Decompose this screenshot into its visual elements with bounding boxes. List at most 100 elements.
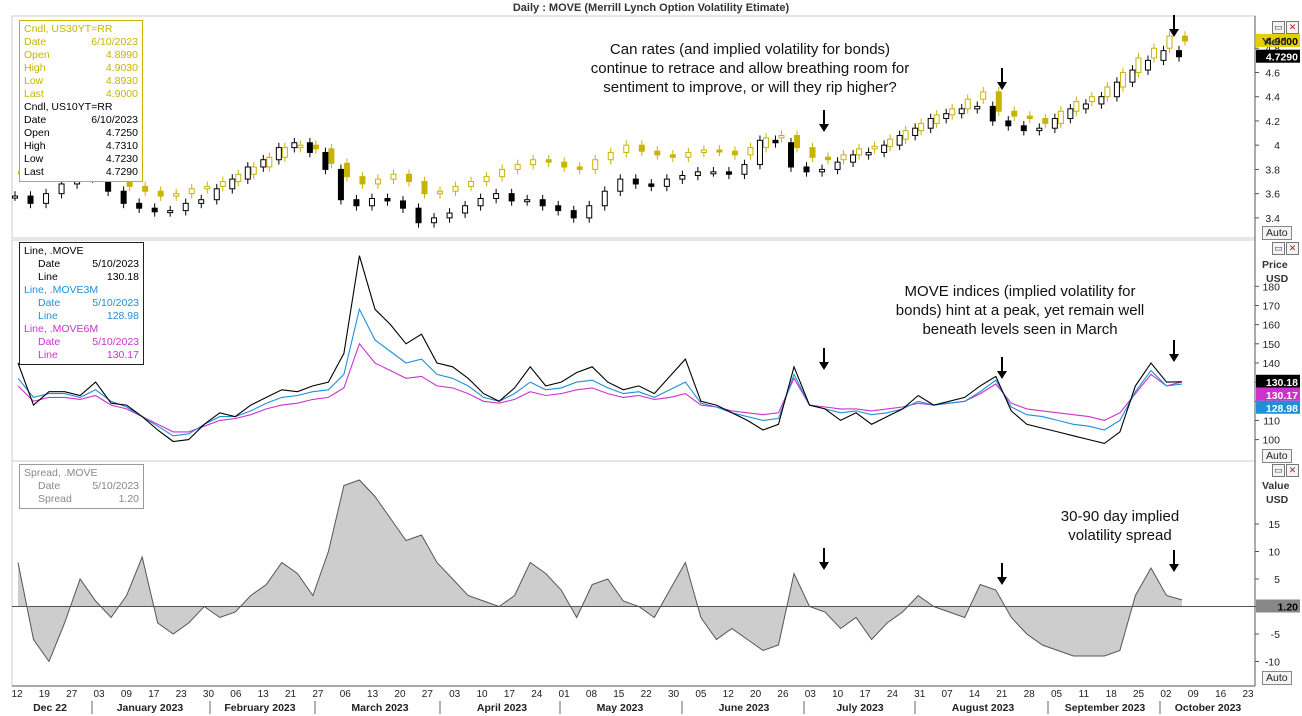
candle-body bbox=[586, 205, 593, 219]
candle-body bbox=[601, 190, 608, 207]
candle-body bbox=[415, 207, 422, 224]
y-tick-label: 170 bbox=[1262, 300, 1280, 312]
legend-label: Open bbox=[24, 49, 50, 61]
candle-body bbox=[856, 148, 863, 156]
candle-body bbox=[266, 156, 273, 168]
last-value-box bbox=[1256, 387, 1300, 401]
y-tick-label: 110 bbox=[1263, 415, 1280, 427]
x-tick-label: 08 bbox=[586, 689, 598, 700]
candle-body bbox=[731, 150, 738, 156]
candle-body bbox=[1176, 50, 1182, 58]
panel3-close-icon[interactable]: ✕ bbox=[1286, 464, 1299, 477]
candle-body bbox=[772, 139, 779, 144]
legend-value: 5/10/2023 bbox=[92, 480, 139, 492]
x-tick-label: 03 bbox=[449, 689, 461, 700]
candle-body bbox=[1150, 47, 1157, 59]
event-arrowhead bbox=[997, 371, 1007, 379]
event-arrowhead bbox=[997, 577, 1007, 585]
x-tick-label: 05 bbox=[695, 689, 707, 700]
chart-title: Daily : MOVE (Merrill Lynch Option Volat… bbox=[512, 2, 790, 14]
candle-body bbox=[374, 178, 381, 185]
candle-body bbox=[446, 212, 453, 219]
panel2-close-icon[interactable]: ✕ bbox=[1286, 242, 1299, 255]
legend-value: 4.7290 bbox=[105, 166, 138, 178]
spread-area bbox=[18, 480, 1182, 662]
x-tick-label: 09 bbox=[1188, 689, 1200, 700]
x-tick-label: 17 bbox=[504, 689, 516, 700]
candle-body bbox=[803, 166, 810, 173]
month-label: September 2023 bbox=[1065, 702, 1146, 714]
panel3-restore-icon[interactable]: ▭ bbox=[1272, 464, 1285, 477]
legend-label: Last bbox=[24, 166, 44, 178]
panel3-auto-button[interactable]: Auto bbox=[1262, 671, 1292, 685]
candle-body bbox=[198, 199, 205, 204]
candle-body bbox=[250, 166, 257, 175]
legend-row: Line 128.98 bbox=[24, 310, 139, 323]
legend-row: Date 5/10/2023 bbox=[24, 336, 139, 349]
panel2-restore-icon[interactable]: ▭ bbox=[1272, 242, 1285, 255]
annotation-move: MOVE indices (implied volatility for bon… bbox=[895, 283, 1145, 338]
candle-body bbox=[524, 199, 531, 203]
month-label: January 2023 bbox=[117, 702, 184, 714]
series-line-move bbox=[17, 255, 1183, 444]
candle-body bbox=[685, 151, 692, 158]
x-tick-label: 15 bbox=[613, 689, 625, 700]
month-label: June 2023 bbox=[719, 702, 770, 714]
candle-body bbox=[995, 91, 1002, 112]
candle-body bbox=[157, 190, 164, 197]
x-tick-label: 01 bbox=[559, 689, 571, 700]
candle-body bbox=[871, 145, 878, 150]
legend-spread: Spread, .MOVE Date 5/10/2023 Spread 1.20 bbox=[19, 464, 144, 509]
candle-body bbox=[514, 164, 521, 170]
candle-body bbox=[561, 161, 568, 168]
legend-label: Cndl, US30YT=RR bbox=[24, 23, 113, 35]
candle-body bbox=[896, 134, 903, 146]
legend-label: Date bbox=[24, 36, 47, 48]
candle-body bbox=[219, 181, 226, 187]
legend-row: Date 5/10/2023 bbox=[24, 480, 139, 493]
candle-body bbox=[384, 197, 391, 202]
last-value-box bbox=[1256, 374, 1300, 388]
legend-label: Line bbox=[38, 271, 58, 283]
legend-label: Open bbox=[24, 127, 50, 139]
y-tick-label: 3.4 bbox=[1265, 213, 1280, 225]
x-tick-label: 20 bbox=[394, 689, 406, 700]
candle-body bbox=[788, 142, 794, 168]
axis-title-yield: Yield bbox=[1262, 36, 1287, 48]
candle-body bbox=[648, 183, 655, 187]
legend-value: 5/10/2023 bbox=[92, 336, 139, 348]
candle-body bbox=[881, 144, 888, 153]
candle-body bbox=[1113, 81, 1120, 98]
y-tick-label: -5 bbox=[1271, 629, 1280, 641]
candle-body bbox=[530, 159, 537, 166]
legend-row: Line, .MOVE3M bbox=[24, 284, 139, 297]
month-label: February 2023 bbox=[224, 702, 295, 714]
event-arrowhead bbox=[997, 82, 1007, 90]
x-tick-label: 27 bbox=[312, 689, 324, 700]
panel1-close-icon[interactable]: ✕ bbox=[1286, 21, 1299, 34]
x-tick-label: 16 bbox=[1215, 689, 1227, 700]
panel1-restore-icon[interactable]: ▭ bbox=[1272, 21, 1285, 34]
legend-value: 4.9000 bbox=[105, 88, 138, 100]
axis-title-price: Price bbox=[1262, 259, 1288, 271]
candle-body bbox=[794, 134, 800, 149]
candle-body bbox=[337, 168, 344, 201]
candle-body bbox=[1073, 101, 1080, 112]
month-label: March 2023 bbox=[351, 702, 408, 714]
x-tick-label: 13 bbox=[258, 689, 270, 700]
legend-row: Line 130.17 bbox=[24, 349, 139, 362]
panel1-auto-button[interactable]: Auto bbox=[1262, 226, 1292, 240]
x-tick-label: 05 bbox=[1051, 689, 1063, 700]
last-value-label: 1.20 bbox=[1278, 602, 1299, 614]
candle-body bbox=[747, 147, 754, 156]
candle-body bbox=[716, 149, 723, 153]
last-value-label: 130.18 bbox=[1266, 377, 1298, 389]
candle-body bbox=[182, 202, 189, 212]
panel2-auto-button[interactable]: Auto bbox=[1262, 449, 1292, 463]
legend-value: 4.9030 bbox=[105, 62, 138, 74]
candle-body bbox=[623, 144, 630, 153]
y-tick-label: 4.4 bbox=[1265, 92, 1280, 104]
y-tick-label: 4.6 bbox=[1265, 67, 1280, 79]
candle-body bbox=[508, 193, 515, 202]
legend-value: 130.17 bbox=[106, 349, 139, 361]
